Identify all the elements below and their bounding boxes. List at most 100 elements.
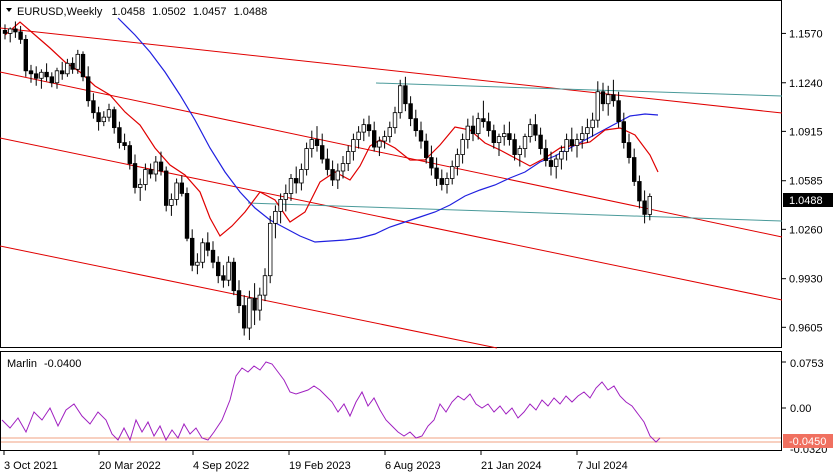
candle-bearish [434, 167, 439, 179]
teal-trend-lines [247, 82, 783, 222]
candle-bearish [600, 91, 606, 105]
candle-bullish [460, 139, 465, 155]
candle-bullish [169, 199, 174, 206]
price-tick-label: 0.9605 [789, 322, 823, 334]
candle-bearish [117, 127, 122, 143]
candle-bearish [49, 76, 54, 84]
candle-bearish [23, 38, 28, 72]
candle-bearish [18, 31, 23, 40]
time-tick-label: 7 Jul 2024 [577, 460, 628, 472]
candle-bullish [101, 116, 106, 123]
candle-bearish [538, 134, 543, 149]
candle-bearish [637, 181, 642, 202]
time-tick-label: 3 Oct 2021 [4, 460, 58, 472]
candle-bullish [559, 151, 564, 160]
time-tick-label: 21 Jan 2024 [481, 460, 542, 472]
candle-bearish [221, 275, 226, 281]
candle-bearish [632, 157, 637, 182]
candle-bearish [163, 170, 169, 206]
chart-header: EURUSD,Weekly 1.0458 1.0502 1.0457 1.048… [17, 6, 267, 18]
indicator-title: Marlin -0.0400 [7, 358, 81, 370]
candle-bearish [507, 133, 512, 140]
close-value: 1.0488 [234, 6, 268, 18]
candle-bearish [70, 62, 75, 70]
indicator-value-label: -0.0450 [789, 436, 826, 448]
trend-line-upper [375, 82, 783, 97]
price-tick-label: 1.1240 [789, 78, 823, 90]
trend-line-lower [247, 202, 783, 222]
channel-line-lower [0, 245, 498, 349]
indicator-frame [0, 351, 782, 451]
candle-bullish [501, 133, 507, 138]
candle-bullish [335, 170, 340, 181]
candle-bearish [626, 142, 632, 158]
candle-bullish [361, 124, 366, 133]
candle-bearish [439, 178, 444, 185]
candle-bearish [314, 139, 320, 146]
candle-bearish [616, 100, 621, 123]
main-chart-frame [0, 0, 782, 348]
candle-bullish [278, 199, 283, 212]
candle-bullish [226, 261, 231, 281]
candle-bearish [543, 148, 548, 161]
time-tick-label: 6 Aug 2023 [385, 460, 441, 472]
candle-bullish [106, 109, 112, 118]
dropdown-arrow-icon[interactable] [6, 8, 12, 12]
candle-bearish [642, 200, 647, 215]
time-axis: 3 Oct 2021 20 Mar 2022 4 Sep 2022 19 Feb 20… [3, 451, 628, 472]
candle-bearish [325, 158, 330, 170]
candle-bearish [319, 145, 325, 160]
marlin-oscillator-line [1, 361, 661, 443]
candle-bullish [174, 182, 179, 200]
candle-bullish [554, 158, 559, 167]
candle-bullish [351, 139, 356, 152]
red-moving-average [4, 21, 659, 237]
candle-bullish [200, 242, 205, 263]
candle-bearish [621, 121, 626, 143]
candle-bearish [486, 121, 491, 132]
time-tick-label: 20 Mar 2022 [99, 460, 161, 472]
candle-bearish [34, 73, 39, 79]
candle-bearish [205, 242, 210, 251]
candle-bearish [330, 169, 335, 181]
candle-bearish [179, 182, 184, 194]
candle-bullish [590, 119, 595, 129]
candle-bearish [184, 193, 190, 239]
current-price-box [783, 193, 833, 207]
price-candles [2, 21, 652, 341]
candle-bearish [80, 53, 86, 78]
candle-bullish [528, 124, 533, 138]
candle-bullish [143, 169, 148, 185]
candle-bullish [382, 136, 387, 142]
candle-bullish [304, 148, 309, 170]
candle-bullish [262, 275, 268, 296]
candle-bullish [387, 127, 392, 138]
candle-bearish [13, 28, 18, 33]
candle-bullish [522, 136, 528, 149]
candle-bearish [112, 109, 117, 129]
candle-bullish [340, 163, 346, 172]
candle-bearish [148, 169, 153, 175]
candle-bullish [288, 178, 294, 194]
candle-bearish [512, 139, 517, 155]
candle-bullish [606, 94, 611, 105]
channel-line-mid-lower [0, 137, 783, 301]
candle-bearish [28, 70, 34, 75]
indicator-value-box [783, 434, 833, 448]
candle-bearish [423, 140, 429, 158]
candle-bullish [273, 210, 278, 224]
candle-bullish [153, 161, 158, 175]
candle-bearish [252, 297, 257, 311]
candle-bearish [569, 139, 574, 146]
candle-bearish [491, 130, 496, 143]
open-value: 1.0458 [111, 6, 145, 18]
candle-bearish [127, 145, 132, 164]
candle-bearish [91, 100, 96, 114]
price-tick-label: 1.0915 [789, 126, 823, 138]
candle-bearish [122, 142, 127, 146]
candle-bullish [647, 196, 652, 215]
candle-bullish [39, 71, 44, 79]
candle-bearish [413, 118, 418, 132]
candle-bullish [580, 133, 585, 140]
